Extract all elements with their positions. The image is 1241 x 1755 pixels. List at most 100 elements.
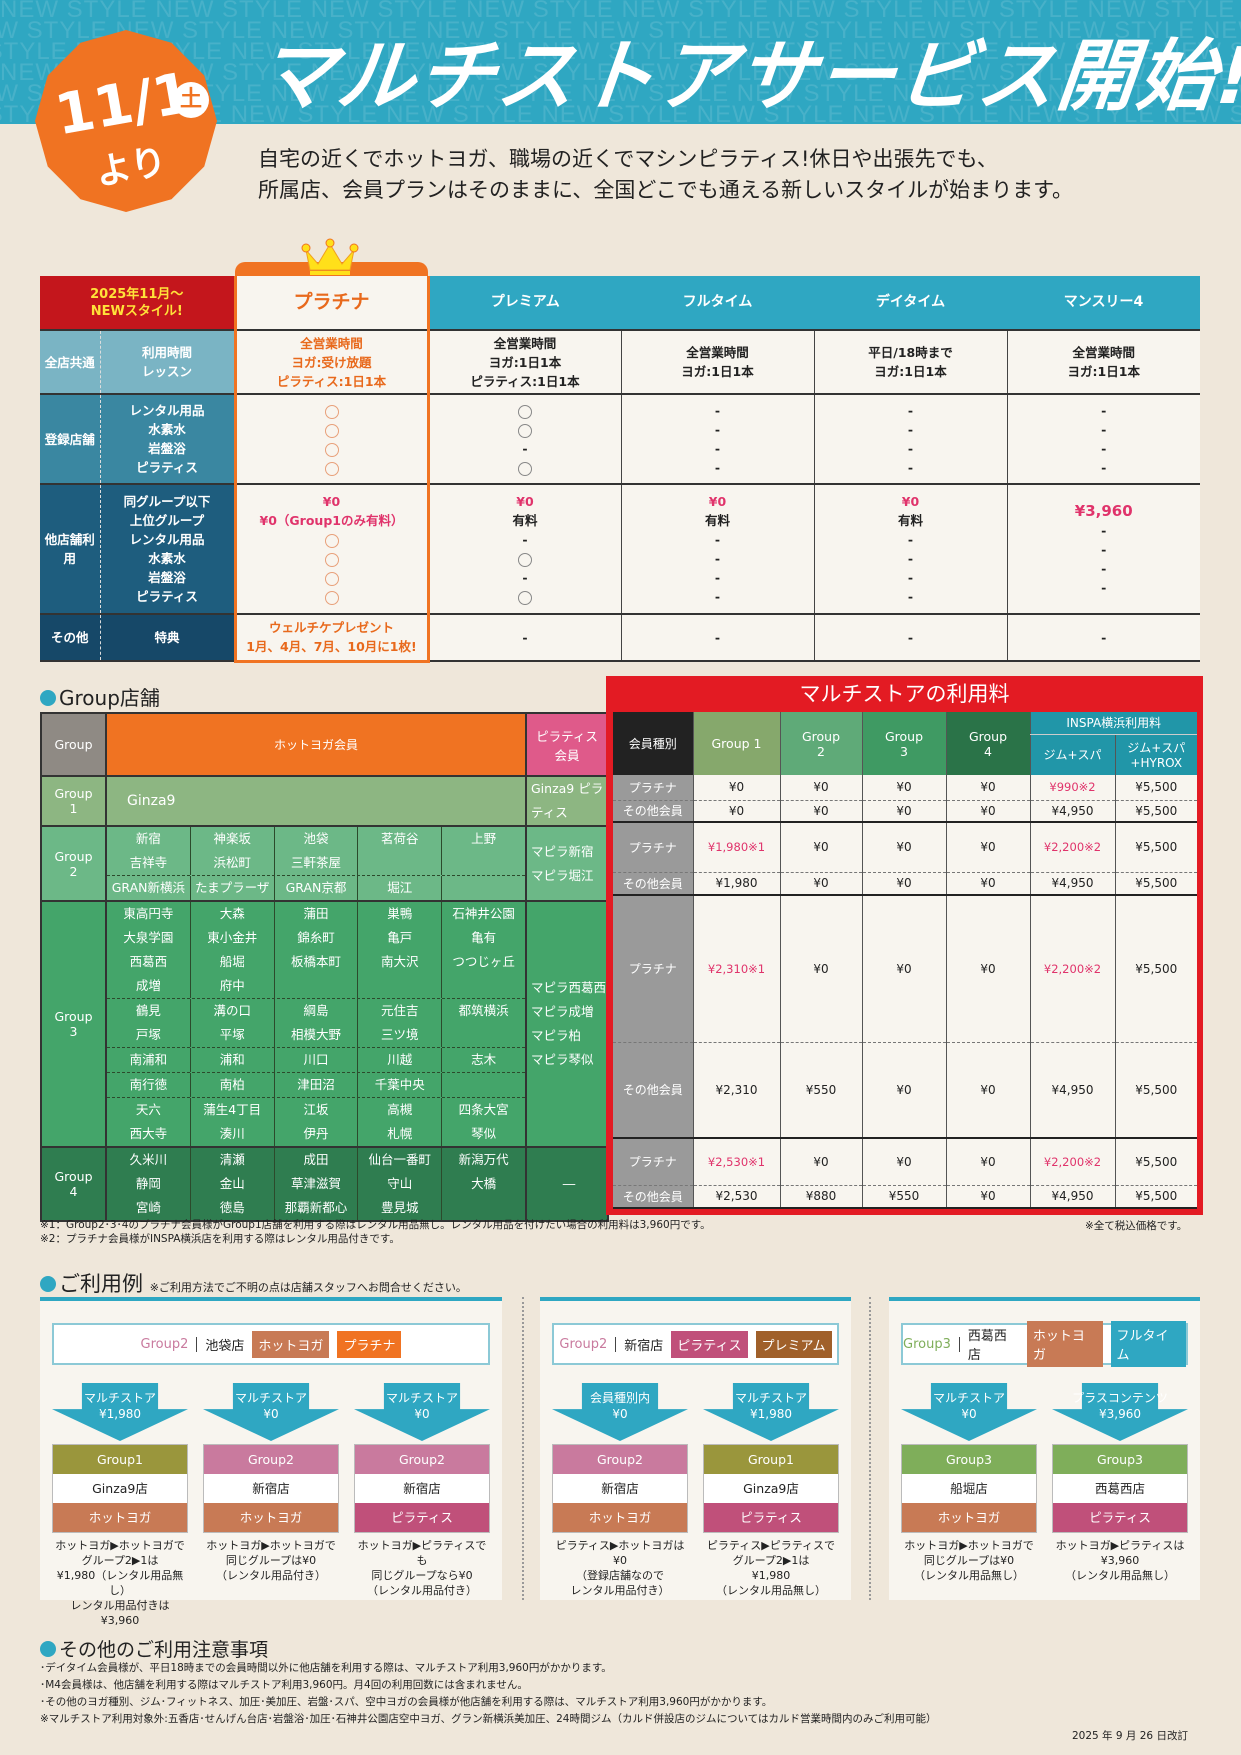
fee-value: ¥0 <box>861 872 946 896</box>
cell-line: - <box>714 551 721 566</box>
example-caption: ホットヨガ▶ホットヨガで 同じグループは¥0 （レンタル用品無し） <box>901 1538 1037 1583</box>
cell-line: - <box>1101 541 1107 557</box>
hotyoga-stores: Ginza9 <box>105 775 527 827</box>
store-cell: 津田沼 <box>275 1073 359 1097</box>
fee-amount: ¥550 <box>805 1082 837 1097</box>
pilates-store-name: マピラ堀江 <box>531 867 594 883</box>
fee-amount: ¥0 <box>980 1082 996 1097</box>
divider <box>869 1297 871 1600</box>
store-cell: 四条大宮 琴似 <box>442 1098 525 1146</box>
store-cell: 清瀬 金山 徳島 <box>191 1148 275 1220</box>
store-cell: 新宿 吉祥寺 <box>107 827 191 875</box>
plan-cell: 全営業時間 ヨガ:1日1本 <box>620 330 814 395</box>
store-name: 津田沼 <box>297 1077 335 1092</box>
plans-table: 2025年11月～ NEWスタイル! プラチナ プレミアム フルタイム デイタイム マンスリ… <box>40 276 1200 663</box>
pilates-store-name: Ginza9 ピラティス <box>531 781 604 820</box>
fee-value: ¥2,530※1 <box>692 1138 780 1186</box>
fee-value: ¥5,500 <box>1114 775 1197 801</box>
caption-line: （レンタル用品付き） <box>367 1584 477 1597</box>
fee-amount: ¥1,980※1 <box>707 840 766 855</box>
pilates-stores: ― <box>525 1146 609 1222</box>
example-flow: マルチストア ¥0 Group2 新宿店 ホットヨガ ホットヨガ▶ホットヨガで 同じグループ… <box>203 1383 339 1583</box>
plan-cell: ○ ○ - ○ <box>427 394 621 485</box>
store-cell: 蒲田 錦糸町 板橋本町 <box>275 902 359 998</box>
plan-cell: 平日/18時まで ヨガ:1日1本 <box>813 330 1007 395</box>
member-type-label: プラチナ <box>613 822 693 873</box>
fee-amount: ¥0 <box>896 1082 912 1097</box>
store-cell: GRAN京都 <box>275 876 359 900</box>
store-name: 浦和 <box>219 1052 245 1067</box>
store-block: GRAN新横浜 たまプラーザ GRAN京都 堀江 <box>107 875 525 900</box>
row-items: レンタル用品 水素水 岩盤浴 ピラティス <box>100 394 235 485</box>
store-name: 川口 <box>303 1052 329 1067</box>
fee-value: ¥2,200※2 <box>1029 895 1115 1043</box>
caption-line: ホットヨガ▶ホットヨガで <box>904 1539 1034 1552</box>
row-category: その他 <box>40 614 101 662</box>
down-arrow-icon: 会員種別内 ¥0 <box>552 1383 688 1441</box>
fee-amount: ¥0 <box>813 803 829 818</box>
cell-line: - <box>907 441 914 456</box>
row-item: 特典 <box>154 630 180 645</box>
fee-amount: ¥0 <box>896 780 912 795</box>
fee-value: ¥2,310※1 <box>692 895 780 1043</box>
row-items: 特典 <box>100 614 235 662</box>
fee-amount: ¥0 <box>980 961 996 976</box>
examples-heading: ご利用例 ※ご利用方法でご不明の点は店舗スタッフへお問合せください。 <box>40 1268 467 1298</box>
cell-line: - <box>714 570 721 585</box>
cell-line: ヨガ:1日1本 <box>1067 364 1140 379</box>
fee-row: その他会員 ¥2,530 ¥880 ¥550 ¥0 ¥4,950 ¥5,500 <box>613 1185 1197 1209</box>
corner-line: NEWスタイル! <box>90 303 183 319</box>
circle-icon: ○ <box>324 552 339 567</box>
destination-type: ホットヨガ <box>204 1503 338 1532</box>
store-name: 千葉中央 <box>374 1077 425 1092</box>
store-name: 戸塚 <box>135 1027 161 1042</box>
example-group: Group2 <box>559 1336 617 1352</box>
fee-value: ¥4,950 <box>1029 1185 1115 1209</box>
store-name: 草津滋賀 <box>290 1176 341 1191</box>
watermark-text: NEW STYLE NEW STYLE NEW STYLE NEW STYLE … <box>0 17 1241 44</box>
row-item: ピラティス <box>136 589 198 604</box>
fee-amount: ¥0 <box>813 876 829 891</box>
store-cell <box>442 1073 525 1097</box>
down-arrow-icon: マルチストア ¥0 <box>203 1383 339 1441</box>
destination-card: Group2 新宿店 ホットヨガ <box>552 1444 688 1533</box>
store-name: 志木 <box>471 1052 497 1067</box>
destination-group: Group2 <box>204 1445 338 1474</box>
cell-line: ¥0 <box>901 494 920 509</box>
plan-cell: ¥0 有料 - - - - <box>620 484 814 615</box>
store-cell: 志木 <box>442 1048 525 1072</box>
store-name: 徳島 <box>219 1200 245 1215</box>
store-name: 仙台一番町 <box>368 1152 432 1167</box>
store-name: 溝の口 <box>213 1003 251 1018</box>
row-item: レンタル用品 <box>129 532 205 547</box>
store-cell: GRAN新横浜 <box>107 876 191 900</box>
hotyoga-stores: 久米川 静岡 宮崎 清瀬 金山 徳島 成田 草津滋賀 那覇新都心 仙台一番町 守山 豊見城 新潟万代 大橋 <box>105 1146 527 1222</box>
store-name: 吉祥寺 <box>129 855 168 870</box>
store-name: 池袋 <box>303 831 329 846</box>
member-type-label: プラチナ <box>613 1138 693 1186</box>
destination-type: ピラティス <box>704 1503 838 1532</box>
cell-line: ¥0 <box>708 494 727 509</box>
row-category: 全店共通 <box>40 330 101 395</box>
fee-amount: ¥0 <box>980 1189 996 1204</box>
note-item: ･M4会員様は、他店舗を利用する際はマルチストア利用3,960円。月4回の利用回… <box>40 1679 528 1691</box>
footnote-1: ※1：Group2･3･4のプラチナ会員様がGroup1店舗を利用する際はレンタ… <box>40 1219 711 1231</box>
store-name: 蒲生4丁目 <box>203 1102 262 1117</box>
destination-store: 新宿店 <box>553 1474 687 1503</box>
fee-value: ¥2,200※2 <box>1029 822 1115 873</box>
available-icon: ○ <box>237 587 427 606</box>
bullet-icon <box>40 1641 56 1657</box>
store-name: 静岡 <box>135 1176 161 1191</box>
caption-line: ホットヨガ▶ホットヨガで <box>55 1539 185 1552</box>
store-cell: 茗荷谷 <box>358 827 443 875</box>
member-type-label: その他会員 <box>613 1042 693 1139</box>
cell-line: 平日/18時まで <box>868 345 953 360</box>
fee-value: ¥5,500 <box>1114 1042 1197 1139</box>
pilates-store-name: マピラ成増 <box>531 1004 594 1019</box>
store-cell: 蒲生4丁目 湊川 <box>191 1098 275 1146</box>
cell-line: - <box>714 403 721 418</box>
caption-line: ホットヨガ▶ピラティスでも <box>357 1539 487 1567</box>
inspa-col-header: ジム+スパ <box>1029 734 1115 775</box>
fee-row: プラチナ ¥2,310※1 ¥0 ¥0 ¥0 ¥2,200※2 ¥5,500 <box>613 895 1197 1043</box>
fee-value: ¥0 <box>945 775 1030 801</box>
